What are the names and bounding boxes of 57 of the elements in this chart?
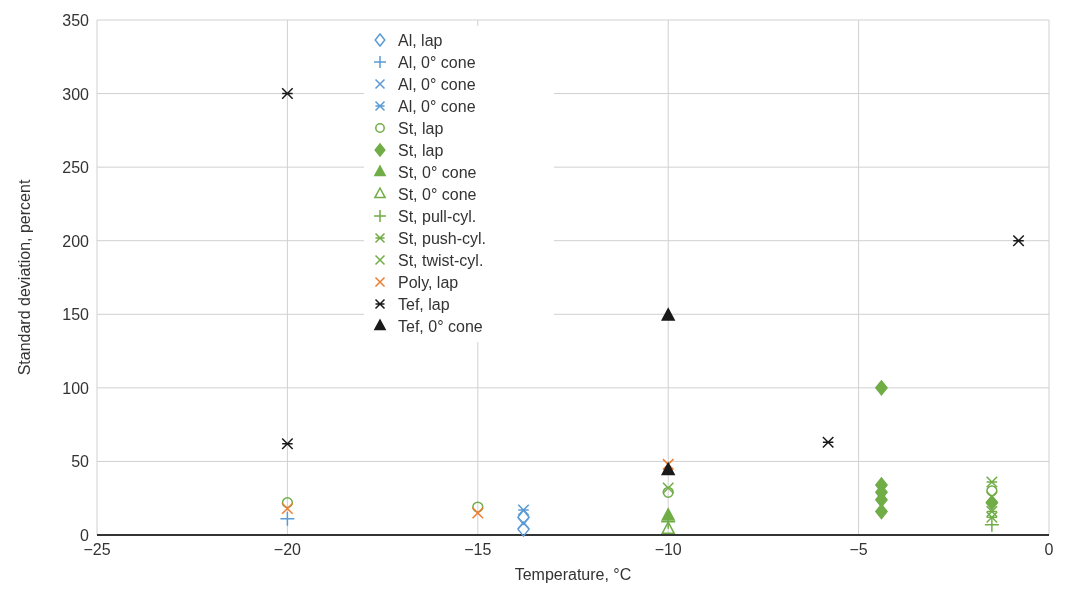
point [984,516,1000,533]
x-tick-label: −25 [83,541,111,558]
x-axis-title: Temperature, °C [514,566,632,583]
legend-label: St, lap [398,120,444,137]
point [281,87,294,100]
legend-label: St, twist-cyl. [398,252,484,269]
legend-label: St, lap [398,142,444,159]
x-tick-label: −5 [849,541,868,558]
point [986,485,998,497]
point [281,437,294,450]
point [661,521,675,535]
legend-label: Al, 0° cone [398,76,476,93]
point [517,517,530,530]
point [517,521,530,537]
point [985,511,998,524]
legend-label: Poly, lap [398,274,459,291]
legend-label: Tef, 0° cone [398,318,483,335]
y-tick-label: 250 [62,159,90,177]
point [517,509,530,526]
point [662,486,674,498]
point [661,462,675,476]
point [472,501,484,513]
point [875,380,888,396]
y-tick-label: 50 [71,453,90,471]
point [985,505,998,518]
point [985,476,998,489]
point [661,308,675,321]
y-tick-label: 300 [62,85,90,103]
x-tick-label: −15 [464,541,492,558]
x-tick-label: −20 [273,541,302,558]
point [279,511,296,527]
point [281,502,294,515]
legend-label: Tef, lap [398,296,450,313]
legend-label: Al, 0° cone [398,54,476,71]
point [1012,234,1025,247]
point [281,496,294,509]
y-tick-label: 100 [62,379,90,397]
point [471,506,484,519]
point [985,490,998,503]
y-tick-label: 150 [62,306,90,324]
legend-label: St, push-cyl. [398,230,487,247]
legend-label: Al, lap [398,32,443,49]
x-tick-label: −10 [654,541,682,558]
legend-label: Al, 0° cone [398,98,476,115]
point [875,503,888,520]
legend-label: St, 0° cone [398,164,477,181]
y-tick-label: 350 [62,12,90,29]
y-axis-title: Standard deviation, percent [16,179,33,376]
legend-label: St, pull-cyl. [398,208,477,225]
point [662,458,675,471]
y-tick-label: 200 [62,232,90,250]
point [822,436,835,449]
y-tick-label: 0 [80,527,90,544]
point [517,503,530,516]
x-tick-label: 0 [1044,541,1054,558]
point [662,481,675,494]
legend-label: St, 0° cone [398,186,477,203]
